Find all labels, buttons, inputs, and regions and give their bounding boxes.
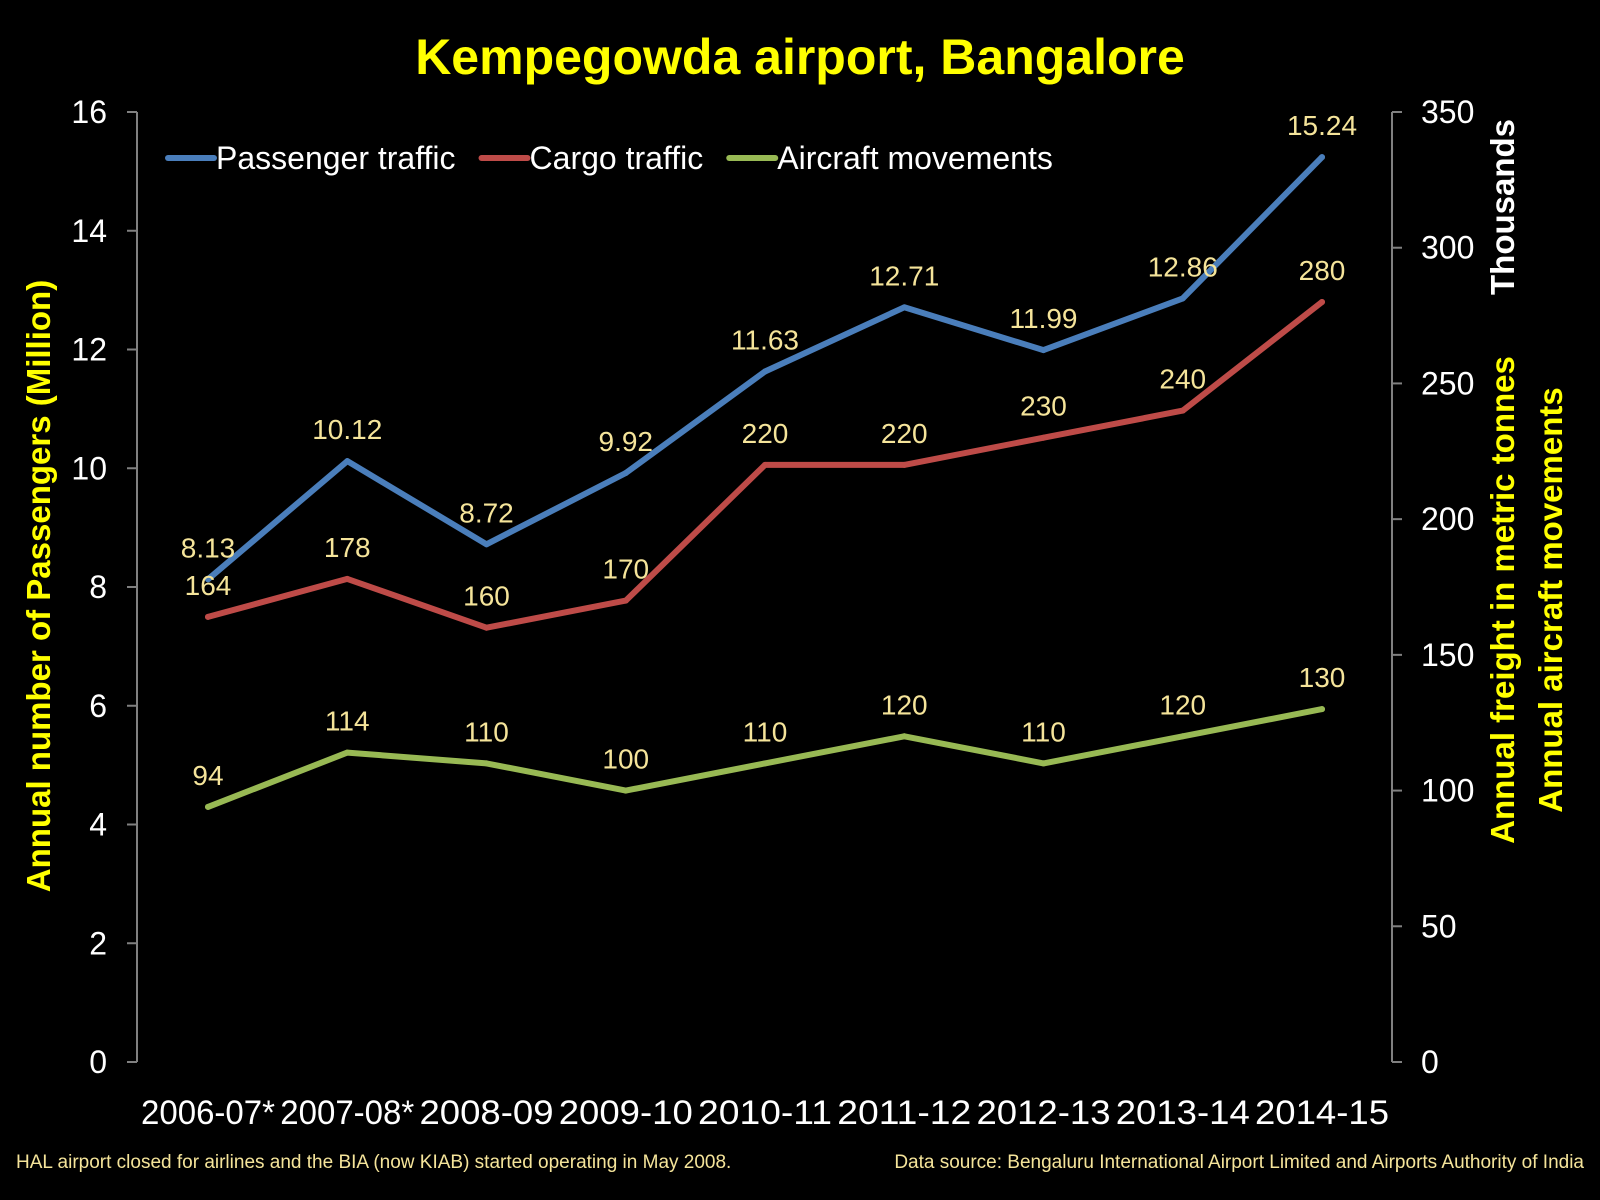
x-tick-label: 2008-09 xyxy=(420,1094,554,1132)
data-label-cargo-traffic: 220 xyxy=(881,418,928,449)
data-label-aircraft-movements: 114 xyxy=(325,706,370,737)
data-point-aircraft-movements xyxy=(344,749,351,756)
left-tick-label: 0 xyxy=(89,1044,107,1080)
data-point-aircraft-movements xyxy=(901,733,908,740)
data-label-cargo-traffic: 170 xyxy=(602,554,649,585)
data-point-cargo-traffic xyxy=(205,613,211,620)
data-point-passenger-traffic xyxy=(483,541,490,548)
data-point-aircraft-movements xyxy=(1040,760,1047,767)
data-label-passenger-traffic: 12.71 xyxy=(869,260,939,291)
left-tick-label: 4 xyxy=(89,807,107,843)
footnote-right: Data source: Bengaluru International Air… xyxy=(894,1152,1584,1173)
data-label-aircraft-movements: 120 xyxy=(881,689,928,720)
right-axis-ticks: 0 50 100 150 200 250 300 350 xyxy=(1392,94,1474,1080)
right-tick-label: 50 xyxy=(1421,908,1457,944)
data-label-passenger-traffic: 12.86 xyxy=(1148,251,1218,282)
data-label-cargo-traffic: 240 xyxy=(1159,364,1206,395)
right-tick-label: 350 xyxy=(1421,94,1474,130)
footnote-left: HAL airport closed for airlines and the … xyxy=(16,1152,731,1173)
data-label-aircraft-movements: 110 xyxy=(1021,716,1066,747)
data-point-passenger-traffic xyxy=(901,304,908,311)
chart-title: Kempegowda airport, Bangalore xyxy=(415,29,1185,85)
data-label-cargo-traffic: 164 xyxy=(185,570,232,601)
x-tick-label: 2012-13 xyxy=(977,1094,1111,1132)
data-point-cargo-traffic xyxy=(483,624,490,631)
left-tick-label: 14 xyxy=(71,213,107,249)
data-label-aircraft-movements: 94 xyxy=(192,760,223,791)
x-tick-label: 2014-15 xyxy=(1255,1094,1389,1132)
data-label-aircraft-movements: 120 xyxy=(1159,689,1206,720)
left-tick-label: 10 xyxy=(71,450,107,486)
data-point-cargo-traffic xyxy=(622,597,629,604)
right-tick-label: 150 xyxy=(1421,637,1474,673)
x-axis-ticks: 2006-07* 2007-08* 2008-09 2009-10 2010-11 201… xyxy=(141,1094,1389,1132)
legend-label-cargo-traffic: Cargo traffic xyxy=(530,140,704,176)
legend-label-passenger-traffic: Passenger traffic xyxy=(216,140,456,176)
data-label-cargo-traffic: 280 xyxy=(1299,255,1346,286)
left-tick-label: 2 xyxy=(89,925,107,961)
legend-label-aircraft-movements: Aircraft movements xyxy=(777,140,1053,176)
right-axis-unit-label: Thousands xyxy=(1484,119,1521,295)
right-tick-label: 300 xyxy=(1421,230,1474,266)
data-point-aircraft-movements xyxy=(762,760,768,767)
data-label-passenger-traffic: 11.99 xyxy=(1010,303,1078,334)
data-point-aircraft-movements xyxy=(1319,706,1325,713)
left-tick-label: 12 xyxy=(71,332,107,368)
data-point-aircraft-movements xyxy=(205,803,211,810)
data-point-passenger-traffic xyxy=(622,470,629,476)
data-point-cargo-traffic xyxy=(1319,299,1325,305)
data-point-cargo-traffic xyxy=(1179,407,1186,414)
data-label-passenger-traffic: 8.13 xyxy=(181,532,236,563)
data-label-passenger-traffic: 15.24 xyxy=(1287,110,1357,141)
data-point-passenger-traffic xyxy=(1319,154,1325,161)
data-point-cargo-traffic xyxy=(344,575,351,582)
x-tick-label: 2007-08* xyxy=(280,1094,414,1132)
left-tick-label: 8 xyxy=(89,569,107,605)
legend: Passenger traffic Cargo traffic Aircraft… xyxy=(165,140,1053,176)
data-label-cargo-traffic: 220 xyxy=(742,418,789,449)
data-label-aircraft-movements: 110 xyxy=(464,716,509,747)
data-label-aircraft-movements: 100 xyxy=(602,744,649,775)
data-point-passenger-traffic xyxy=(1179,295,1186,302)
x-tick-label: 2010-11 xyxy=(698,1094,832,1132)
right-axis-label-freight: Annual freight in metric tonnes xyxy=(1484,356,1521,844)
data-point-aircraft-movements xyxy=(1179,733,1186,740)
data-point-cargo-traffic xyxy=(901,461,908,468)
data-label-cargo-traffic: 160 xyxy=(463,581,510,612)
data-label-passenger-traffic: 11.63 xyxy=(731,324,799,355)
series-lines xyxy=(205,154,1325,810)
right-tick-label: 0 xyxy=(1421,1044,1439,1080)
left-axis-ticks: 0 2 4 6 8 10 12 14 16 xyxy=(71,94,137,1080)
data-label-passenger-traffic: 10.12 xyxy=(312,414,382,445)
data-label-aircraft-movements: 110 xyxy=(743,716,788,747)
data-point-passenger-traffic xyxy=(762,368,768,375)
right-tick-label: 200 xyxy=(1421,501,1474,537)
right-axis-label-movements: Annual aircraft movements xyxy=(1532,387,1569,812)
data-point-aircraft-movements xyxy=(622,787,629,794)
data-label-cargo-traffic: 178 xyxy=(324,532,371,563)
data-label-cargo-traffic: 230 xyxy=(1020,391,1067,422)
x-tick-label: 2006-07* xyxy=(141,1094,275,1132)
right-tick-label: 250 xyxy=(1421,365,1474,401)
data-label-passenger-traffic: 9.92 xyxy=(599,426,654,457)
data-labels: 8.13 10.12 8.72 9.92 11.63 12.71 11.99 12.86 15.… xyxy=(181,110,1357,791)
data-label-aircraft-movements: 130 xyxy=(1299,662,1346,693)
data-point-cargo-traffic xyxy=(762,461,768,468)
data-point-passenger-traffic xyxy=(205,576,211,583)
data-point-aircraft-movements xyxy=(483,760,490,767)
left-axis-label: Annual number of Passengers (Million) xyxy=(20,280,57,892)
x-tick-label: 2011-12 xyxy=(837,1094,971,1132)
data-point-passenger-traffic xyxy=(344,458,351,465)
data-point-passenger-traffic xyxy=(1040,347,1047,354)
data-label-passenger-traffic: 8.72 xyxy=(459,497,514,528)
left-tick-label: 16 xyxy=(71,94,107,130)
right-tick-label: 100 xyxy=(1421,773,1474,809)
left-tick-label: 6 xyxy=(89,688,107,724)
x-tick-label: 2013-14 xyxy=(1116,1094,1250,1132)
x-tick-label: 2009-10 xyxy=(559,1094,693,1132)
data-point-cargo-traffic xyxy=(1040,434,1047,441)
